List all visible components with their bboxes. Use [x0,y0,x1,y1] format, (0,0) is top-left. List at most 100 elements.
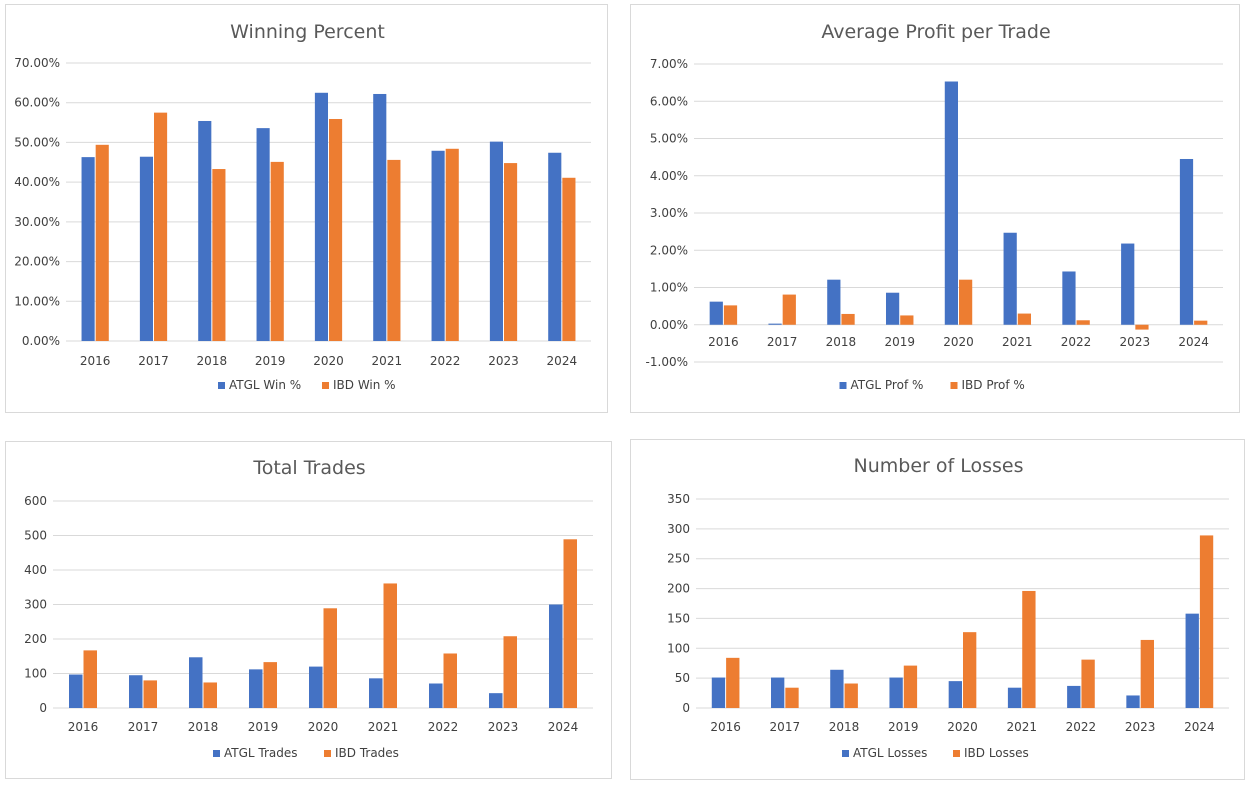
legend-label: IBD Win % [333,378,396,392]
x-tick-label: 2019 [884,335,915,349]
bar-atgl-win-2019 [256,128,270,341]
y-tick-label: 100 [667,641,690,655]
x-tick-label: 2018 [197,354,228,368]
x-tick-label: 2022 [1066,720,1097,734]
bar-ibd-trades-2016 [83,650,97,708]
x-tick-label: 2016 [68,720,99,734]
y-tick-label: 500 [24,529,47,543]
y-tick-label: 60.00% [14,96,60,110]
x-tick-label: 2021 [372,354,403,368]
bar-ibd-prof-2018 [841,313,855,325]
x-tick-label: 2023 [1125,720,1156,734]
bar-atgl-trades-2021 [369,678,383,708]
chart-title: Total Trades [252,457,365,479]
bar-ibd-win-2020 [329,118,343,341]
x-tick-label: 2023 [488,354,519,368]
chart-title: Average Profit per Trade [821,21,1050,43]
chart-title: Number of Losses [854,455,1024,477]
bar-ibd-win-2024 [562,177,576,341]
bar-ibd-win-2022 [445,148,459,341]
legend-label: IBD Trades [335,746,399,760]
x-tick-label: 2017 [767,335,798,349]
chart-panel-number-of-losses: Number of Losses 0 50 100 150 200 250 300 350 201… [630,439,1245,780]
bar-ibd-win-2017 [154,112,168,342]
bar-ibd-prof-2023 [1135,324,1149,330]
y-tick-label: 2.00% [650,243,688,257]
y-tick-label: 50 [675,671,690,685]
x-tick-label: 2020 [308,720,339,734]
y-tick-label: 5.00% [650,132,688,146]
y-tick-label: -1.00% [646,355,688,369]
legend-swatch [950,382,958,389]
chart-title: Winning Percent [230,21,385,43]
bar-ibd-trades-2024 [563,539,577,708]
bar-atgl-win-2017 [139,156,153,341]
bar-ibd-losses-2016 [726,657,740,708]
y-tick-label: 40.00% [14,175,60,189]
x-tick-label: 2016 [708,335,739,349]
bar-ibd-losses-2022 [1081,659,1095,708]
x-tick-label: 2021 [1002,335,1033,349]
bar-atgl-prof-2024 [1179,158,1194,325]
bar-atgl-trades-2024 [549,604,563,708]
chart-panel-average-profit: Average Profit per Trade -1.00% 0.00% 1.00%… [630,4,1240,413]
legend-swatch [839,382,847,389]
bar-atgl-win-2020 [314,92,328,342]
bar-ibd-prof-2020 [959,279,973,325]
x-tick-label: 2019 [248,720,279,734]
bar-atgl-losses-2017 [771,677,785,708]
bar-atgl-win-2022 [431,150,445,341]
bar-atgl-prof-2022 [1062,271,1076,325]
x-tick-label: 2020 [947,720,978,734]
y-tick-label: 350 [667,492,690,506]
bar-atgl-trades-2023 [489,693,503,708]
x-tick-label: 2024 [1178,335,1209,349]
x-tick-label: 2020 [313,354,344,368]
y-tick-label: 600 [24,494,47,508]
bar-atgl-trades-2020 [309,666,323,708]
y-tick-label: 20.00% [14,255,60,269]
legend-label: IBD Losses [964,746,1029,760]
bar-ibd-losses-2020 [963,632,977,708]
y-tick-label: 300 [667,522,690,536]
y-tick-label: 10.00% [14,294,60,308]
legend-label: ATGL Losses [853,746,927,760]
bar-ibd-losses-2018 [844,683,858,708]
bar-ibd-trades-2023 [503,636,517,708]
bar-ibd-win-2023 [504,163,518,341]
x-tick-label: 2017 [128,720,159,734]
y-tick-label: 6.00% [650,94,688,108]
y-tick-label: 30.00% [14,215,60,229]
y-tick-label: 250 [667,552,690,566]
legend-label: ATGL Win % [229,378,301,392]
x-tick-label: 2022 [1061,335,1092,349]
x-tick-label: 2018 [826,335,857,349]
bar-ibd-trades-2021 [383,583,397,708]
x-tick-label: 2016 [710,720,741,734]
x-tick-label: 2022 [430,354,461,368]
bar-atgl-win-2024 [548,152,562,341]
chart-panel-winning-percent: Winning Percent 0.00% 10.00% 20.00% 30.00% 40… [5,4,608,413]
bar-atgl-win-2023 [489,141,503,341]
bar-atgl-prof-2019 [885,292,900,325]
x-tick-label: 2019 [255,354,286,368]
x-tick-label: 2020 [943,335,974,349]
y-tick-label: 150 [667,611,690,625]
bar-ibd-trades-2017 [143,680,157,708]
chart-panel-total-trades: Total Trades 0 100 200 300 400 500 600 2016 2017 2… [5,441,612,779]
y-tick-label: 100 [24,667,47,681]
bar-ibd-trades-2018 [203,682,217,708]
legend-swatch [213,750,220,757]
bar-atgl-trades-2022 [429,683,443,708]
bar-atgl-losses-2020 [948,681,962,708]
legend-label: ATGL Prof % [851,378,924,392]
bar-ibd-win-2018 [212,169,226,341]
legend-label: ATGL Trades [224,746,298,760]
bar-atgl-losses-2024 [1185,613,1199,708]
y-tick-label: 0.00% [22,334,60,348]
x-tick-label: 2023 [488,720,519,734]
y-tick-label: 0 [39,701,47,715]
x-tick-label: 2019 [888,720,919,734]
legend-swatch [322,382,329,389]
bar-ibd-prof-2016 [723,305,738,325]
